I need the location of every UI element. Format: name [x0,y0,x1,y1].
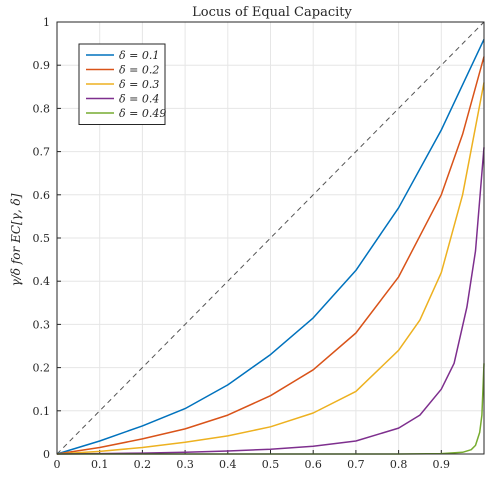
series-line-3 [56,82,485,455]
x-tick-label: 0.5 [262,458,280,471]
legend-label: δ = 0.49 [119,107,166,120]
x-tick-label: 0.3 [176,458,194,471]
x-tick-label: 0.4 [219,458,237,471]
y-tick-label: 0.5 [33,232,51,245]
y-tick-label: 0.2 [33,362,51,375]
y-tick-label: 0 [43,448,50,461]
x-tick-label: 0.9 [433,458,451,471]
grid-lines [57,22,484,454]
legend-label: δ = 0.1 [119,49,159,62]
y-axis-ticks: 0 0.1 0.2 0.3 0.4 0.5 0.6 0.7 0.8 0.9 1 [33,16,61,461]
y-tick-label: 0.1 [33,405,51,418]
series-line-1 [56,38,485,455]
chart-title: Locus of Equal Capacity [192,5,352,20]
legend-label: δ = 0.4 [119,93,159,106]
y-tick-label: 1 [43,16,50,29]
y-tick-label: 0.9 [33,59,51,72]
x-tick-label: 0.2 [134,458,152,471]
plot-frame [56,21,485,455]
x-tick-label: 0.7 [347,458,365,471]
legend-label: δ = 0.2 [119,64,159,77]
series-line-4 [56,147,485,455]
x-tick-label: 0.1 [91,458,109,471]
reference-diagonal-line [56,21,485,455]
y-axis-label: γ/δ for EC[γ, δ] [9,193,23,286]
legend-label: δ = 0.3 [119,78,159,91]
x-tick-label: 0.8 [390,458,408,471]
y-tick-label: 0.7 [33,146,51,159]
x-tick-label: 0.6 [304,458,322,471]
y-tick-label: 0.3 [33,318,51,331]
x-tick-label: 0 [54,458,61,471]
legend: δ = 0.1 δ = 0.2δ = 0.3 δ = 0.4δ = 0.49 [78,43,166,125]
y-tick-label: 0.4 [33,275,51,288]
y-tick-label: 0.6 [33,189,51,202]
series-line-2 [56,56,485,455]
y-tick-label: 0.8 [33,102,51,115]
